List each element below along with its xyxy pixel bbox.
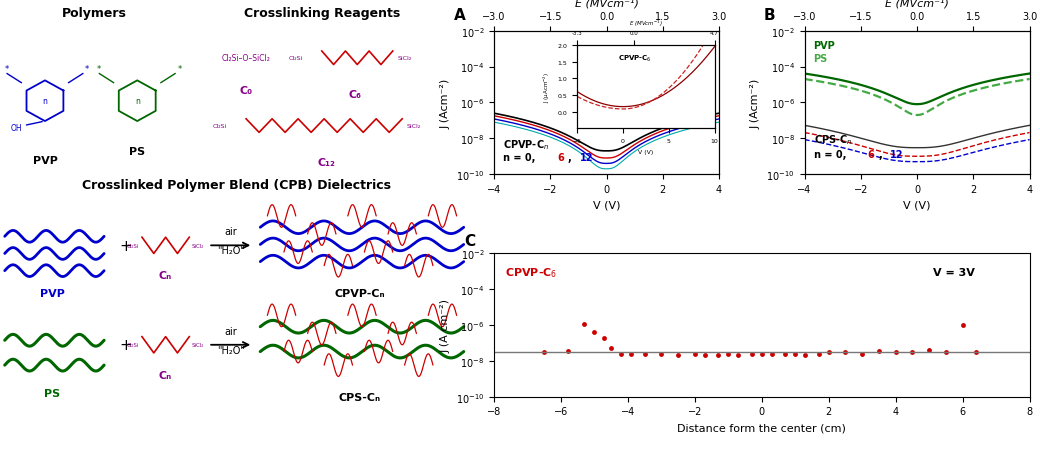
Text: CPS-C$_n$: CPS-C$_n$: [813, 133, 852, 147]
Text: SiCl₂: SiCl₂: [191, 342, 204, 348]
Y-axis label: J (A cm⁻²): J (A cm⁻²): [440, 298, 450, 352]
Text: n = 0,: n = 0,: [813, 150, 850, 160]
Text: n = 0,: n = 0,: [503, 152, 539, 162]
Text: C₁₂: C₁₂: [317, 158, 336, 168]
Text: *: *: [85, 65, 89, 74]
Y-axis label: J (Acm⁻²): J (Acm⁻²): [751, 78, 761, 128]
Text: CPVP-C$_n$: CPVP-C$_n$: [503, 138, 549, 152]
Text: SiCl₂: SiCl₂: [191, 243, 204, 249]
Text: A: A: [453, 8, 465, 23]
Text: n: n: [43, 97, 48, 106]
Text: n: n: [135, 97, 139, 106]
Text: Crosslinked Polymer Blend (CPB) Dielectrics: Crosslinked Polymer Blend (CPB) Dielectr…: [82, 178, 391, 191]
Text: V = 3V: V = 3V: [933, 267, 976, 277]
Text: Cl₂Si–O–SiCl₂: Cl₂Si–O–SiCl₂: [222, 54, 270, 63]
Text: Cₙ: Cₙ: [159, 271, 173, 281]
Text: Cl₂Si: Cl₂Si: [127, 243, 139, 249]
Text: CPVP-C$_6$: CPVP-C$_6$: [504, 265, 557, 279]
Text: air: air: [225, 326, 237, 336]
X-axis label: V (V): V (V): [904, 200, 931, 210]
X-axis label: Distance form the center (cm): Distance form the center (cm): [677, 422, 847, 432]
Text: SiCl₂: SiCl₂: [397, 56, 412, 61]
Text: PVP: PVP: [40, 289, 64, 299]
X-axis label: E (MVcm⁻¹): E (MVcm⁻¹): [885, 0, 950, 9]
Text: B: B: [764, 8, 776, 23]
Text: C: C: [465, 233, 475, 248]
Text: Cl₂Si: Cl₂Si: [127, 342, 139, 348]
Text: +: +: [119, 337, 132, 353]
Text: air: air: [225, 227, 237, 237]
Text: *: *: [5, 65, 9, 74]
Text: PS: PS: [129, 147, 146, 156]
Text: "H₂O": "H₂O": [217, 345, 244, 355]
Text: C₆: C₆: [348, 90, 362, 100]
Text: Crosslinking Reagents: Crosslinking Reagents: [243, 7, 400, 20]
Text: *: *: [178, 65, 182, 74]
X-axis label: V (V): V (V): [593, 200, 620, 210]
Text: Cl₂Si: Cl₂Si: [289, 56, 303, 61]
Text: ,: ,: [879, 150, 886, 160]
Y-axis label: J (Acm⁻²): J (Acm⁻²): [440, 78, 450, 128]
Text: ,: ,: [568, 152, 575, 162]
Text: C₀: C₀: [239, 86, 253, 96]
Text: PVP: PVP: [813, 41, 835, 51]
Text: 6: 6: [867, 150, 875, 160]
Text: 12: 12: [890, 150, 904, 160]
Text: Cₙ: Cₙ: [159, 370, 173, 380]
Text: PS: PS: [813, 54, 828, 64]
Text: +: +: [119, 238, 132, 253]
Text: "H₂O": "H₂O": [217, 246, 244, 256]
Text: CPS-Cₙ: CPS-Cₙ: [339, 392, 381, 402]
Text: 6: 6: [557, 152, 564, 162]
Text: *: *: [97, 65, 101, 74]
X-axis label: E (MVcm$^{-1}$): E (MVcm$^{-1}$): [629, 18, 662, 29]
Text: 12: 12: [579, 152, 593, 162]
Text: Polymers: Polymers: [62, 7, 127, 20]
Text: PS: PS: [44, 388, 60, 398]
Text: Cl₂Si: Cl₂Si: [213, 124, 227, 129]
Text: CPVP-Cₙ: CPVP-Cₙ: [334, 289, 385, 299]
X-axis label: E (MVcm⁻¹): E (MVcm⁻¹): [574, 0, 639, 9]
Text: OH: OH: [10, 124, 23, 133]
Text: SiCl₂: SiCl₂: [407, 124, 421, 129]
Text: PVP: PVP: [32, 156, 57, 166]
